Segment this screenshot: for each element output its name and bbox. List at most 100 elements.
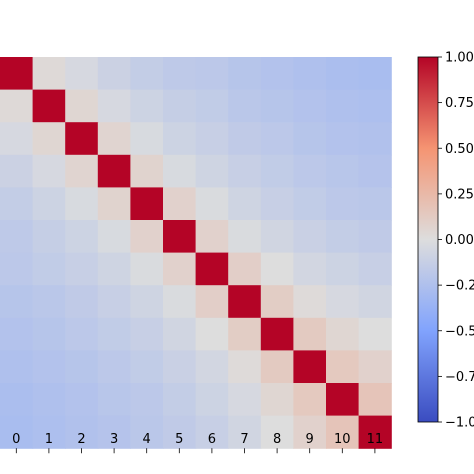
heatmap-cell-5-7: [228, 220, 262, 254]
heatmap-cell-9-6: [195, 350, 229, 384]
heatmap-cell-7-2: [65, 285, 99, 319]
heatmap-cell-9-4: [130, 350, 164, 384]
x-tick-label: 1: [45, 432, 53, 447]
heatmap-cell-1-1: [32, 89, 66, 123]
heatmap-cell-5-8: [260, 220, 294, 254]
x-tick-label: 5: [175, 432, 183, 447]
heatmap-cell-0-1: [32, 57, 66, 91]
heatmap-cell-5-3: [97, 220, 131, 254]
heatmap-cell-6-10: [326, 252, 360, 286]
heatmap-cell-4-1: [32, 187, 66, 221]
heatmap-cell-9-3: [97, 350, 131, 384]
heatmap-cell-0-4: [130, 57, 164, 91]
heatmap-cell-10-1: [32, 383, 66, 417]
heatmap-cell-9-5: [163, 350, 197, 384]
heatmap-cell-0-11: [358, 57, 392, 91]
heatmap-cell-8-6: [195, 317, 229, 351]
colorbar-tick-label: 0.75: [445, 96, 474, 111]
heatmap-cell-5-4: [130, 220, 164, 254]
x-tick-label: 2: [77, 432, 85, 447]
heatmap-cell-11-8: [260, 415, 294, 449]
heatmap-cell-5-6: [195, 220, 229, 254]
heatmap-cell-2-1: [32, 122, 66, 156]
heatmap-cell-8-8: [260, 317, 294, 351]
heatmap-cell-9-2: [65, 350, 99, 384]
heatmap-cell-9-0: [0, 350, 34, 384]
heatmap-cell-1-0: [0, 89, 34, 123]
heatmap-cell-3-8: [260, 154, 294, 188]
heatmap-cell-2-3: [97, 122, 131, 156]
heatmap-cell-11-10: [326, 415, 360, 449]
heatmap-cell-7-9: [293, 285, 327, 319]
heatmap-cell-2-4: [130, 122, 164, 156]
heatmap-cell-6-1: [32, 252, 66, 286]
heatmap-cell-3-10: [326, 154, 360, 188]
heatmap-cell-6-6: [195, 252, 229, 286]
heatmap-cell-9-10: [326, 350, 360, 384]
colorbar-tick-label: −0.75: [445, 370, 474, 385]
x-axis-ticks: 0 1 2 3 4 5 6 7 8 9 10 11: [12, 432, 383, 454]
heatmap-cell-10-4: [130, 383, 164, 417]
colorbar-tick-label: 0.25: [445, 187, 474, 202]
heatmap-cell-4-7: [228, 187, 262, 221]
heatmap-cell-7-8: [260, 285, 294, 319]
heatmap-cell-10-0: [0, 383, 34, 417]
heatmap-cell-6-3: [97, 252, 131, 286]
heatmap-cell-3-0: [0, 154, 34, 188]
x-tick-label: 7: [240, 432, 248, 447]
heatmap-cell-7-4: [130, 285, 164, 319]
heatmap-cell-3-9: [293, 154, 327, 188]
heatmap-cell-10-10: [326, 383, 360, 417]
heatmap-cell-3-7: [228, 154, 262, 188]
heatmap-cell-3-11: [358, 154, 392, 188]
x-tick-label: 6: [208, 432, 216, 447]
heatmap-cell-11-1: [32, 415, 66, 449]
x-tick-label: 9: [306, 432, 314, 447]
heatmap-cell-3-1: [32, 154, 66, 188]
heatmap-cell-5-11: [358, 220, 392, 254]
heatmap-cell-11-3: [97, 415, 131, 449]
heatmap-cell-1-9: [293, 89, 327, 123]
heatmap-cell-1-2: [65, 89, 99, 123]
heatmap-cell-0-5: [163, 57, 197, 91]
heatmap-cell-10-8: [260, 383, 294, 417]
heatmap-cell-11-4: [130, 415, 164, 449]
colorbar-tick-label: 0.00: [445, 233, 474, 248]
heatmap-cell-10-9: [293, 383, 327, 417]
heatmap-cell-10-5: [163, 383, 197, 417]
heatmap-cell-7-10: [326, 285, 360, 319]
colorbar: [417, 56, 439, 423]
heatmap-cell-2-5: [163, 122, 197, 156]
heatmap-cell-11-0: [0, 415, 34, 449]
heatmap-cell-0-6: [195, 57, 229, 91]
heatmap-cell-0-9: [293, 57, 327, 91]
heatmap-cell-4-5: [163, 187, 197, 221]
colorbar-tick-label: −1.00: [445, 416, 474, 431]
heatmap-cell-6-2: [65, 252, 99, 286]
heatmap-cell-9-7: [228, 350, 262, 384]
heatmap-cell-1-11: [358, 89, 392, 123]
heatmap-cell-8-4: [130, 317, 164, 351]
heatmap-cell-11-9: [293, 415, 327, 449]
heatmap-cell-0-7: [228, 57, 262, 91]
heatmap-cell-8-10: [326, 317, 360, 351]
heatmap-cell-7-7: [228, 285, 262, 319]
heatmap-cell-3-4: [130, 154, 164, 188]
heatmap-cell-6-0: [0, 252, 34, 286]
heatmap-cell-2-0: [0, 122, 34, 156]
heatmap-cell-2-7: [228, 122, 262, 156]
heatmap-cell-7-11: [358, 285, 392, 319]
heatmap-cell-11-2: [65, 415, 99, 449]
heatmap-cell-7-3: [97, 285, 131, 319]
heatmap-cell-6-11: [358, 252, 392, 286]
heatmap-cell-9-11: [358, 350, 392, 384]
heatmap-cell-2-2: [65, 122, 99, 156]
heatmap-cell-4-2: [65, 187, 99, 221]
heatmap-cell-6-4: [130, 252, 164, 286]
heatmap-cell-9-8: [260, 350, 294, 384]
x-tick-label: 0: [12, 432, 20, 447]
heatmap-cell-1-5: [163, 89, 197, 123]
heatmap-cell-0-8: [260, 57, 294, 91]
colorbar-tick-label: −0.25: [445, 279, 474, 294]
heatmap-cell-0-10: [326, 57, 360, 91]
